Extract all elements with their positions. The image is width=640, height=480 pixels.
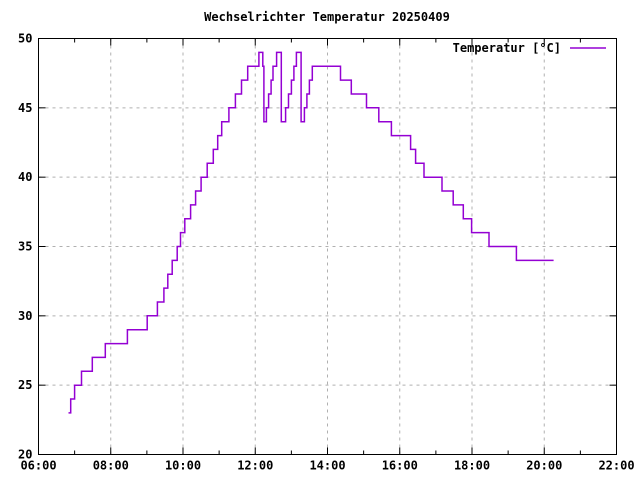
y-tick-label: 45	[18, 101, 32, 115]
y-tick-label: 20	[18, 448, 32, 462]
y-tick-label: 50	[18, 32, 32, 46]
legend: Temperatur [°C]	[452, 40, 607, 55]
x-tick-label: 20:00	[526, 459, 562, 473]
y-tick-label: 40	[18, 170, 32, 184]
x-tick-label: 22:00	[598, 459, 634, 473]
x-tick-label: 10:00	[165, 459, 201, 473]
x-tick-label: 14:00	[309, 459, 345, 473]
chart-title: Wechselrichter Temperatur 20250409	[204, 10, 450, 24]
x-tick-label: 08:00	[93, 459, 129, 473]
y-tick-label: 35	[18, 240, 32, 254]
x-tick-label: 06:00	[20, 459, 56, 473]
y-tick-label: 25	[18, 378, 32, 392]
legend-label: Temperatur [°C]	[452, 40, 561, 55]
legend-line-sample	[570, 46, 606, 49]
x-tick-label: 18:00	[454, 459, 490, 473]
y-tick-label: 30	[18, 309, 32, 323]
temperature-step-line	[68, 51, 554, 414]
x-tick-label: 16:00	[382, 459, 418, 473]
x-tick-label: 12:00	[237, 459, 273, 473]
